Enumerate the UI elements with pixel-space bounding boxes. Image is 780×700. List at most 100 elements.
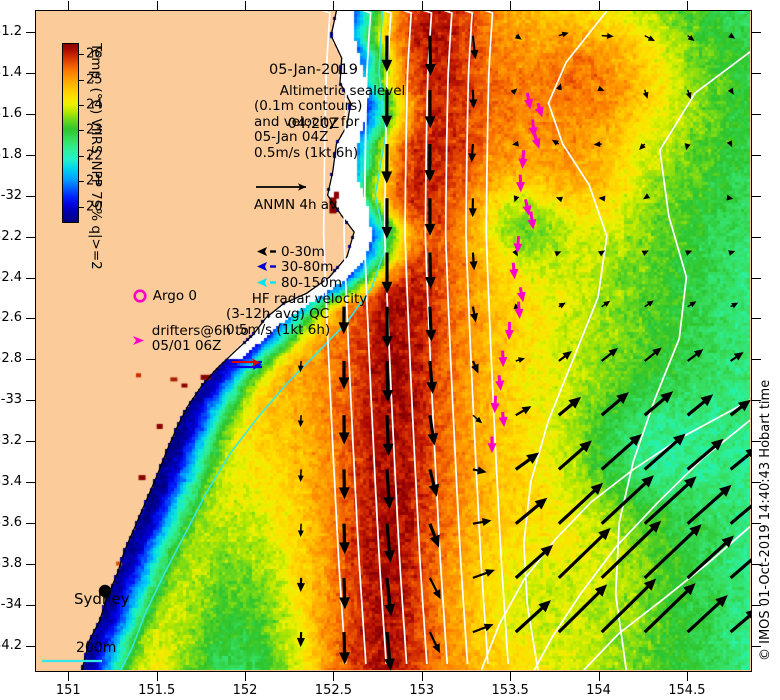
- y-tick-label: -33.8: [0, 556, 22, 572]
- anmn-legend: ANMN 4h av. 0-30m 30-80m 80-150m: [254, 167, 342, 322]
- right-tick: [752, 482, 761, 484]
- anmn-legend-label: 30-80m: [281, 259, 334, 275]
- altimetry-text: Altimetric sealevel (0.1m contours) and …: [254, 82, 406, 161]
- x-tick-label: 152: [232, 683, 258, 698]
- y-tick-label: -31.4: [0, 64, 22, 80]
- x-tick-label: 151: [55, 683, 81, 698]
- copyright-label: © IMOS 01-Oct-2019 14:40:43 Hobart time: [758, 379, 773, 661]
- anmn-arrow-icon: [257, 246, 276, 256]
- x-tick: [686, 672, 688, 681]
- y-tick-label: -33: [0, 392, 22, 408]
- map-plot-area[interactable]: 20 21 22 23 24 25 26 Temp. (°C) VIIRS_NPP 75% …: [35, 10, 752, 672]
- x-tick-label: 151.5: [138, 683, 176, 698]
- title-block: 05-Jan-2019 04:20Z: [269, 25, 358, 169]
- top-tick: [510, 1, 512, 10]
- velocity-arrow-head: [750, 553, 751, 554]
- right-tick: [752, 195, 761, 197]
- y-tick-label: -32.2: [0, 228, 22, 244]
- altimetry-legend: Altimetric sealevel (0.1m contours) and …: [254, 68, 405, 226]
- x-tick-label: 154: [586, 683, 611, 698]
- anmn-legend-item: 30-80m: [254, 259, 342, 276]
- hf-radar-text: HF radar velocity (3-12h avg) QC 0.5m/s …: [226, 290, 368, 338]
- right-tick: [752, 277, 761, 279]
- y-tick: [26, 645, 35, 647]
- drifter-arrow-icon: [132, 335, 144, 345]
- y-tick: [26, 195, 35, 197]
- anmn-legend-label: 0-30m: [281, 243, 325, 260]
- right-tick: [752, 645, 761, 647]
- y-tick: [26, 359, 35, 361]
- right-tick: [752, 359, 761, 361]
- title-date: 05-Jan-2019: [269, 62, 358, 78]
- anmn-arrow-icon: [257, 262, 276, 271]
- city-label-sydney: Sydney: [74, 590, 130, 608]
- y-tick-label: -32.6: [0, 310, 22, 326]
- argo-label: Argo 0: [152, 288, 198, 304]
- x-tick: [421, 672, 423, 681]
- scalebar-label: 200m: [76, 640, 117, 656]
- y-tick: [26, 441, 35, 443]
- y-tick: [26, 400, 35, 402]
- anmn-title: ANMN 4h av.: [254, 197, 341, 213]
- right-tick: [752, 31, 761, 33]
- right-tick: [752, 72, 761, 74]
- argo-circle-icon: [133, 288, 147, 303]
- anmn-legend-item: 0-30m: [254, 243, 342, 261]
- drifters-label: drifters@6h to 05/01 06Z: [151, 322, 249, 354]
- y-tick: [26, 523, 35, 525]
- right-tick: [752, 400, 761, 402]
- y-tick: [26, 154, 35, 156]
- y-tick: [26, 236, 35, 238]
- y-tick-label: -32.8: [0, 351, 22, 367]
- anmn-legend-label: 80-150m: [281, 274, 342, 291]
- right-tick: [752, 113, 761, 115]
- y-tick: [26, 31, 35, 33]
- y-tick-label: -33.6: [0, 515, 22, 531]
- y-tick: [26, 277, 35, 279]
- top-tick: [421, 1, 423, 10]
- x-tick: [245, 672, 247, 681]
- anmn-legend-item: 80-150m: [254, 274, 342, 292]
- x-tick: [156, 672, 158, 681]
- x-tick-label: 153.5: [491, 683, 529, 698]
- anmn-arrow-icon: [257, 277, 276, 287]
- top-tick: [333, 1, 335, 10]
- right-tick: [752, 318, 761, 320]
- top-tick: [156, 1, 158, 10]
- right-tick: [752, 564, 761, 566]
- y-tick: [26, 72, 35, 74]
- right-tick: [752, 441, 761, 443]
- y-tick-label: -32: [0, 187, 22, 203]
- right-tick: [752, 523, 761, 525]
- anmn-items: 0-30m 30-80m 80-150m: [254, 243, 342, 292]
- y-tick-label: -31.2: [0, 23, 22, 39]
- top-tick: [245, 1, 247, 10]
- x-tick-label: 154.5: [668, 683, 706, 698]
- y-tick: [26, 113, 35, 115]
- y-tick-label: -32.4: [0, 269, 22, 285]
- y-tick: [26, 318, 35, 320]
- x-tick: [598, 672, 600, 681]
- argo-legend: Argo 0: [106, 273, 197, 320]
- y-tick-label: -34: [0, 597, 22, 612]
- top-tick: [68, 1, 70, 10]
- y-tick-label: -33.2: [0, 433, 22, 449]
- right-tick: [752, 236, 761, 238]
- x-tick: [68, 672, 70, 681]
- y-tick: [26, 564, 35, 566]
- top-tick: [598, 1, 600, 10]
- hf-radar-arrow-icon: [228, 358, 262, 370]
- velocity-arrow-head: [750, 499, 751, 501]
- y-tick: [26, 605, 35, 606]
- velocity-scale-arrow-icon: [256, 182, 306, 191]
- title-time: 04:20Z: [287, 116, 340, 132]
- y-tick-label: -34.2: [0, 637, 22, 653]
- top-tick: [686, 1, 688, 10]
- y-tick-label: -31.6: [0, 105, 22, 121]
- x-tick-label: 153: [409, 683, 435, 698]
- drifters-legend: drifters@6h to 05/01 06Z: [106, 308, 249, 370]
- x-tick: [333, 672, 335, 681]
- x-tick-label: 152.5: [314, 683, 353, 698]
- hf-radar-legend: HF radar velocity (3-12h avg) QC 0.5m/s …: [226, 276, 367, 403]
